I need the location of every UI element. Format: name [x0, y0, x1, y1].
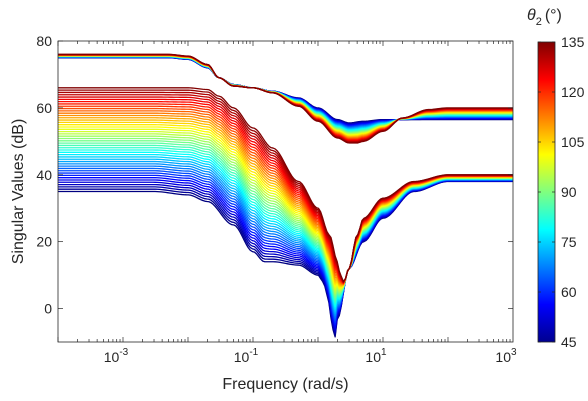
y-axis-ticks: 0 20 40 60 80 [36, 33, 513, 317]
y-tick-label: 20 [36, 234, 52, 250]
x-tick-label: 10-1 [234, 347, 259, 365]
colorbar-title-symbol: θ [527, 7, 536, 24]
x-tick-label: 103 [495, 347, 517, 365]
sigma1-series-line [58, 53, 513, 144]
colorbar-tick-label: 90 [561, 184, 577, 200]
colorbar-title-unit: (°) [545, 7, 562, 24]
y-tick-label: 0 [44, 301, 52, 317]
colorbar-tick-label: 105 [561, 134, 585, 150]
colorbar-title-subscript: 2 [536, 16, 542, 28]
colorbar-tick-label: 120 [561, 84, 585, 100]
series-layer [58, 53, 513, 338]
y-axis-label: Singular Values (dB) [10, 119, 27, 265]
plot-frame [57, 40, 514, 343]
colorbar-tick-label: 75 [561, 234, 577, 250]
colorbar-tick-label: 60 [561, 284, 577, 300]
x-tick-label: 101 [365, 347, 387, 365]
x-tick-label: 10-3 [104, 347, 129, 365]
colorbar-title: θ2 (°) [527, 7, 562, 28]
colorbar-tick-label: 135 [561, 34, 585, 50]
y-tick-label: 60 [36, 100, 52, 116]
colorbar-ticks: 45 60 75 90 105 120 135 [538, 34, 585, 350]
y-tick-label: 80 [36, 33, 52, 49]
x-axis-label: Frequency (rad/s) [222, 376, 348, 393]
x-axis-ticks: 10-3 10-1 101 103 [57, 41, 517, 365]
sigma2-series-line [58, 87, 513, 283]
y-tick-label: 40 [36, 167, 52, 183]
colorbar-tick-label: 45 [561, 334, 577, 350]
